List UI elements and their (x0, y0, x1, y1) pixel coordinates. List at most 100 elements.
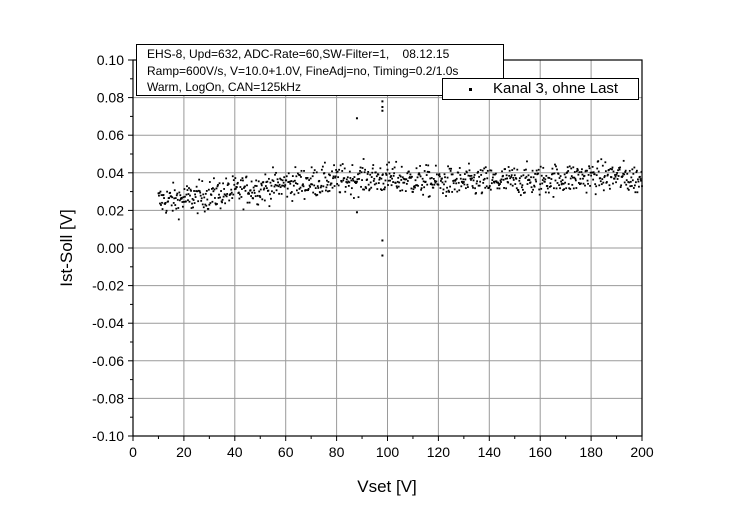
data-point (348, 170, 351, 173)
data-point (364, 168, 367, 171)
data-point (367, 183, 370, 186)
data-point (306, 189, 308, 192)
data-point (515, 177, 518, 180)
data-point (491, 179, 494, 181)
data-point (263, 199, 266, 202)
data-point (591, 165, 594, 168)
data-point (581, 173, 584, 176)
data-point (445, 190, 448, 193)
data-point (254, 195, 257, 198)
data-point (636, 169, 638, 172)
data-point (274, 183, 277, 186)
data-point (517, 189, 520, 192)
data-point (316, 193, 319, 196)
data-point (358, 178, 360, 180)
data-point (612, 170, 615, 173)
data-point (294, 182, 297, 185)
data-point (542, 177, 545, 179)
data-point (180, 197, 183, 200)
data-point (233, 183, 236, 186)
data-point (276, 178, 279, 181)
data-point (520, 175, 523, 178)
data-point (373, 177, 376, 180)
data-point (395, 160, 398, 163)
data-point (219, 196, 221, 199)
data-point (319, 191, 322, 194)
data-point (433, 183, 436, 186)
data-point (471, 177, 473, 180)
data-point (300, 169, 303, 172)
data-point (283, 185, 286, 188)
data-point (255, 185, 258, 187)
data-point (389, 179, 391, 182)
data-point (231, 175, 234, 178)
data-point (286, 187, 289, 190)
data-point (567, 183, 570, 185)
y-tick-label: 0.00 (97, 240, 124, 256)
data-point (261, 198, 264, 201)
data-point (157, 192, 160, 195)
data-point (600, 158, 603, 161)
y-tick-label: -0.08 (92, 390, 124, 406)
legend-label: Kanal 3, ohne Last (493, 80, 619, 97)
x-tick-label: 120 (427, 444, 451, 460)
data-point (212, 187, 214, 190)
data-point (470, 178, 472, 181)
data-point (462, 181, 465, 183)
data-point (301, 184, 304, 187)
data-point (470, 174, 473, 177)
data-point (474, 187, 476, 190)
data-point (601, 178, 604, 181)
data-point (484, 166, 487, 169)
data-point (324, 176, 327, 179)
data-point (434, 181, 437, 184)
data-point (405, 178, 408, 181)
data-point (275, 171, 277, 174)
data-point (490, 169, 493, 172)
data-point (172, 202, 175, 204)
data-point (510, 174, 513, 177)
data-point (166, 190, 169, 193)
data-point (419, 165, 421, 167)
data-point (396, 180, 399, 183)
x-tick-label: 80 (329, 444, 345, 460)
data-point (418, 173, 421, 176)
data-point (303, 169, 305, 172)
data-point (173, 189, 176, 192)
data-point (357, 173, 359, 176)
data-point (635, 171, 638, 174)
data-point (350, 187, 353, 190)
data-point (302, 185, 305, 188)
data-point (414, 179, 417, 182)
data-point (409, 173, 412, 176)
data-point (325, 189, 327, 192)
data-point (200, 199, 203, 202)
data-point (273, 185, 276, 188)
data-point (260, 184, 263, 187)
data-point (326, 183, 329, 186)
data-point (292, 180, 295, 183)
data-point (176, 198, 179, 201)
data-point (326, 179, 328, 182)
data-point (316, 185, 319, 188)
data-point (460, 185, 463, 188)
data-point (585, 191, 588, 194)
data-point (616, 172, 618, 174)
data-point (348, 181, 351, 184)
data-point (346, 181, 349, 184)
data-point (186, 185, 188, 188)
data-point (309, 177, 312, 180)
data-point (540, 187, 543, 190)
data-point (491, 176, 494, 179)
data-point (411, 175, 413, 178)
data-point (459, 174, 462, 176)
data-point (627, 181, 630, 183)
data-point (229, 193, 232, 195)
data-point (488, 185, 491, 187)
data-point (182, 196, 185, 199)
data-point (586, 169, 588, 172)
data-point (267, 189, 270, 192)
data-point (247, 192, 249, 195)
data-point (220, 200, 223, 203)
data-point (333, 185, 336, 187)
